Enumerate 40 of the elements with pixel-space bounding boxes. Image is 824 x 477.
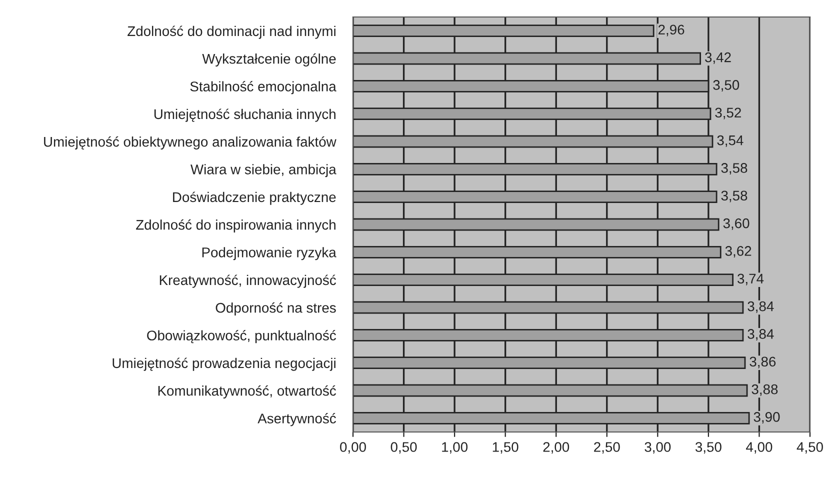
data-label: 3,74 (738, 274, 764, 286)
data-label: 3,62 (725, 246, 752, 258)
data-label: 3,90 (754, 412, 780, 424)
data-label: 3,42 (705, 52, 731, 64)
x-tick-label: 3,50 (695, 442, 722, 454)
x-tick-label: 0,00 (340, 442, 366, 454)
x-tick-label: 3,00 (644, 442, 671, 454)
data-label: 3,50 (713, 80, 740, 92)
y-tick-label: Zdolność do inspirowania innych (136, 219, 336, 232)
x-tick-label: 0,50 (390, 442, 417, 454)
data-label: 3,84 (748, 301, 774, 313)
data-label: 3,52 (715, 108, 741, 120)
y-tick-label: Odporność na stres (216, 302, 336, 316)
y-tick-label: Umiejętność słuchania innych (154, 108, 336, 122)
y-tick-label: Komunikatywność, otwartość (158, 385, 336, 398)
x-tick-label: 2,00 (543, 442, 570, 454)
y-tick-label: Doświadczenie praktyczne (173, 192, 336, 205)
y-tick-label: Obowiązkowość, punktualność (147, 330, 336, 344)
y-tick-label: Podejmowanie ryzyka (202, 247, 336, 260)
y-tick-label: Wykształcenie ogólne (202, 53, 336, 66)
y-tick-label: Wiara w siebie, ambicja (190, 164, 336, 178)
x-tick-label: 4,00 (746, 442, 772, 454)
data-label: 3,58 (721, 190, 748, 202)
x-tick-label: 1,00 (442, 442, 468, 454)
x-tick-label: 1,50 (492, 442, 518, 454)
data-label: 2,96 (658, 24, 684, 36)
data-label: 3,84 (748, 329, 774, 341)
y-tick-label: Umiejętność prowadzenia negocjacji (112, 358, 336, 371)
y-tick-label: Zdolność do dominacji nad innymi (128, 26, 336, 39)
x-tick-label: 4,50 (796, 442, 823, 454)
y-tick-label: Asertywność (258, 413, 336, 426)
data-label: 3,54 (717, 135, 744, 147)
x-tick-label: 2,50 (594, 442, 620, 454)
y-tick-label: Umiejętność obiektywnego analizowania faktów (44, 136, 336, 150)
y-tick-label: Stabilność emocjonalna (190, 81, 336, 94)
data-label: 3,58 (721, 163, 748, 175)
data-label: 3,60 (723, 218, 750, 230)
data-label: 3,86 (750, 356, 776, 368)
data-label: 3,88 (752, 384, 778, 396)
y-tick-label: Kreatywność, innowacyjność (160, 274, 336, 288)
